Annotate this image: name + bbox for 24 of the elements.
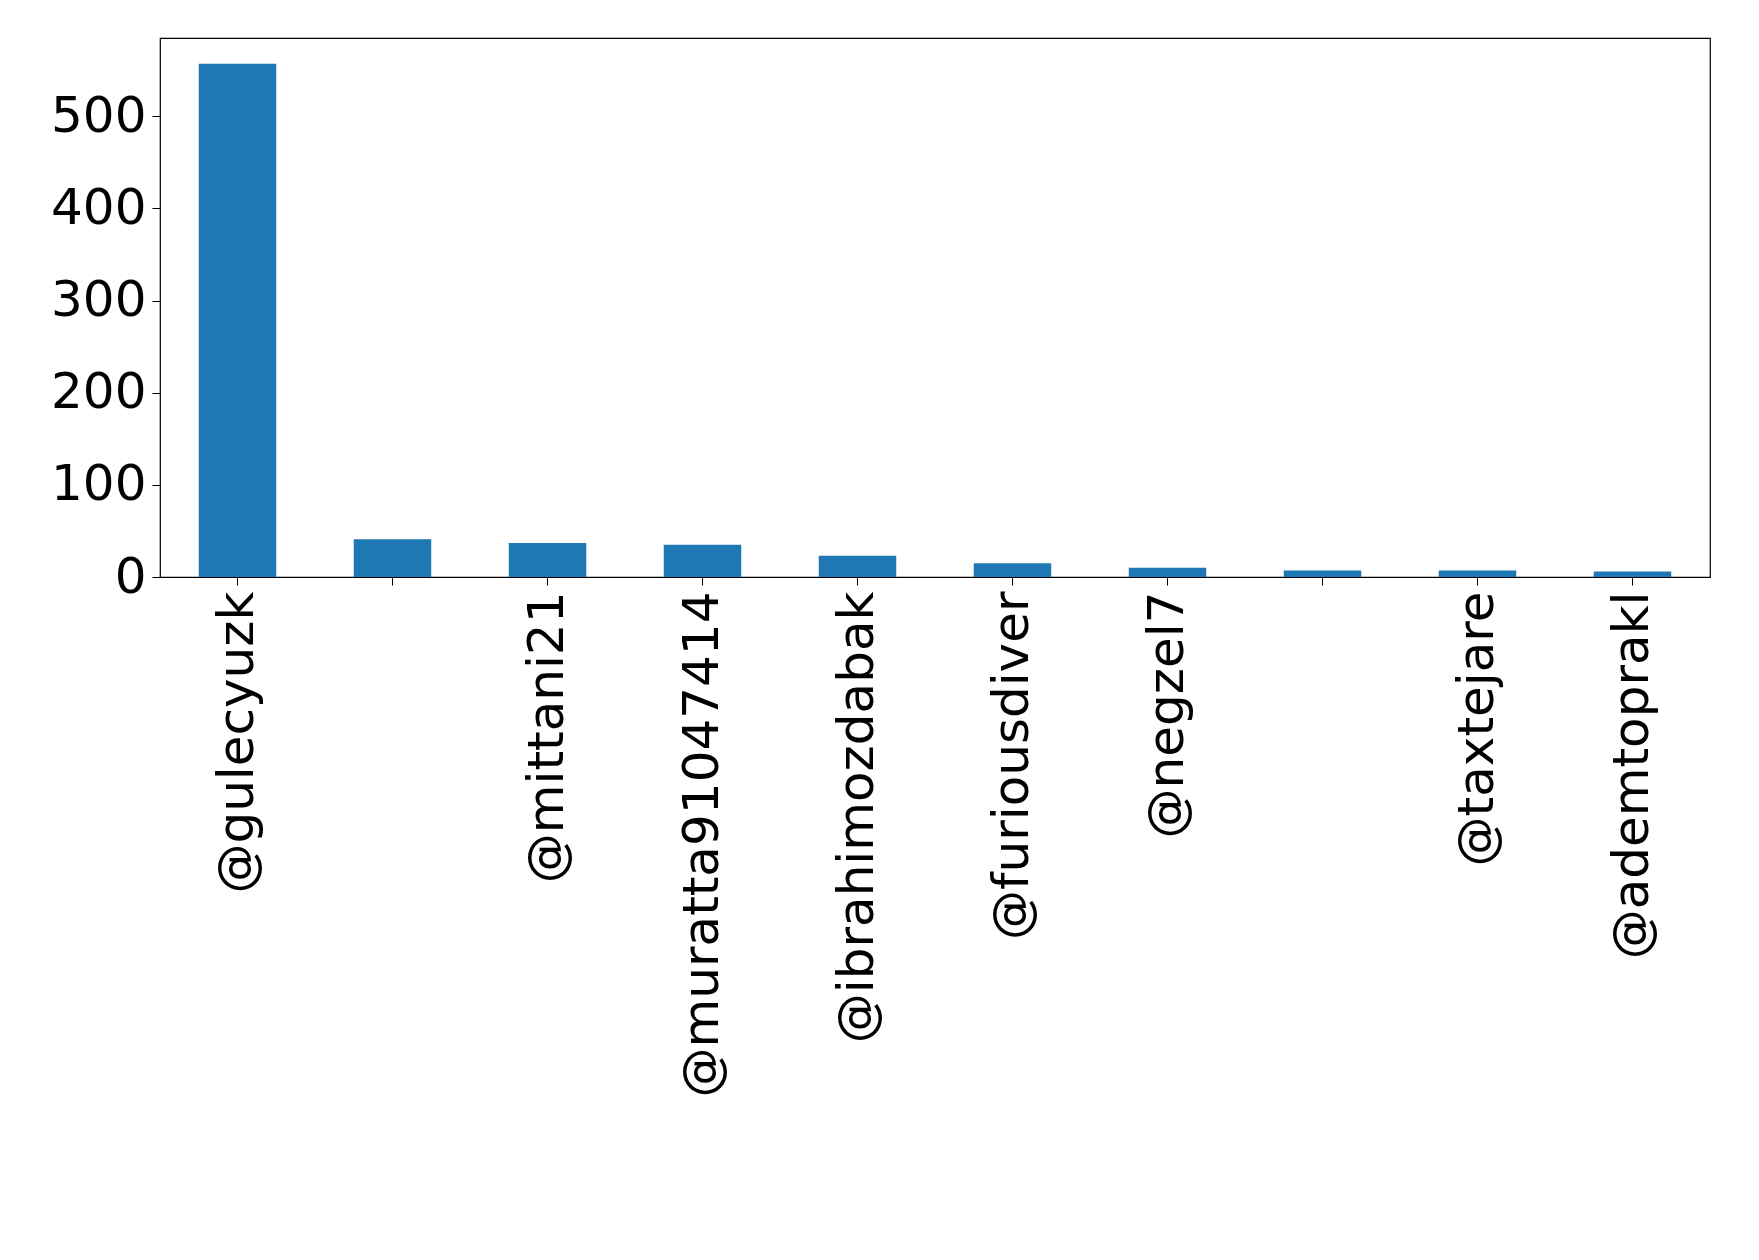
bar — [353, 539, 432, 577]
y-tick-label: 100 — [51, 454, 147, 513]
y-tick-label: 200 — [51, 362, 147, 421]
x-tick-label: @gulecyuzk — [206, 591, 265, 894]
x-tick-label: @taxtejare — [1446, 591, 1505, 867]
y-tick-label: 300 — [51, 270, 147, 329]
bar — [973, 563, 1052, 577]
x-tick-label: @ademtoprakl — [1601, 591, 1660, 960]
y-tick-label: 0 — [114, 546, 147, 605]
y-tick-label: 400 — [51, 177, 147, 236]
x-tick-label: @furiousdiver — [981, 591, 1040, 941]
bar — [508, 542, 587, 577]
bar — [1438, 570, 1517, 577]
x-tick-label: @muratta91047414 — [671, 591, 730, 1098]
bar — [198, 63, 277, 577]
bar — [1128, 567, 1207, 577]
y-tick-label: 500 — [51, 85, 147, 144]
bar — [1283, 570, 1362, 577]
x-tick-label: @ibrahimozdabak — [826, 591, 885, 1044]
bar — [818, 555, 897, 577]
x-tick-label: @mittani21 — [516, 591, 575, 884]
bar — [663, 544, 742, 577]
x-tick-label: @negzel7 — [1136, 591, 1195, 839]
bar — [1593, 571, 1672, 577]
